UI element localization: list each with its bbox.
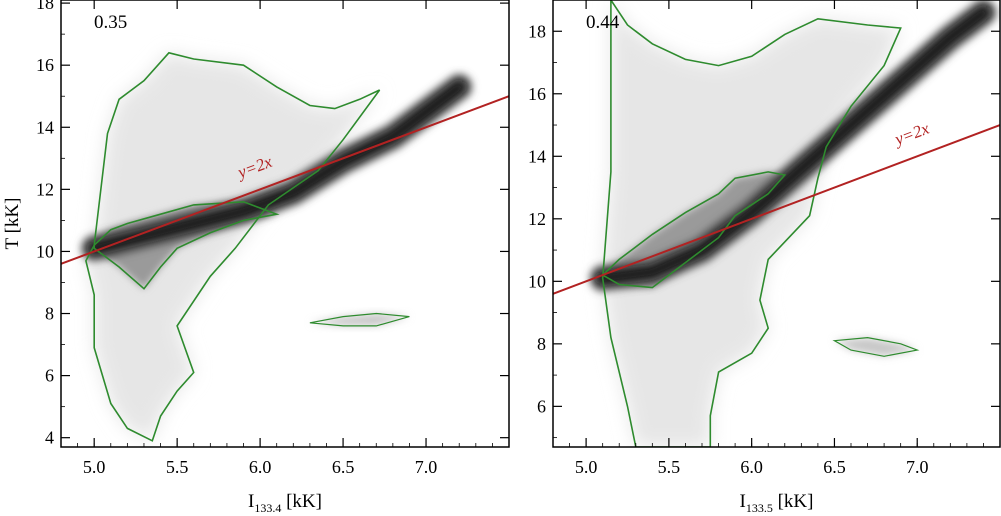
contour-outer bbox=[601, 0, 902, 447]
reference-line bbox=[553, 124, 1000, 295]
density-ridge bbox=[88, 81, 465, 254]
density-secondary bbox=[834, 337, 918, 357]
x-axis-title: I133.5 [kK] bbox=[740, 491, 814, 515]
right-panel: y=2x 5.0 5.5 6.0 6.5 7.0 6 8 10 12 14 16 18 0.44 I133.… bbox=[528, 0, 1001, 515]
contour-secondary bbox=[832, 336, 920, 357]
plot-area: y=2x bbox=[61, 51, 509, 442]
x-tick-label: 7.0 bbox=[415, 457, 438, 477]
y-tick-label: 12 bbox=[528, 209, 546, 229]
y-tick-label: 10 bbox=[528, 271, 546, 291]
x-tick-label: 6.0 bbox=[249, 457, 272, 477]
panel-label: 0.35 bbox=[94, 12, 127, 33]
plot-frame bbox=[552, 0, 1001, 448]
x-tick-label: 5.5 bbox=[658, 457, 681, 477]
y-tick-label: 14 bbox=[36, 117, 54, 137]
density-haze bbox=[85, 52, 380, 441]
left-panel: y=2x 5.0 5.5 6.0 6.5 7.0 4 6 8 10 12 14 16 18 0.35 I133… bbox=[2, 0, 510, 515]
contour-inner bbox=[93, 200, 280, 290]
y-tick-label: 8 bbox=[45, 304, 54, 324]
x-tick-label: 5.5 bbox=[166, 457, 189, 477]
y-tick-label: 4 bbox=[45, 428, 54, 448]
contour-inner bbox=[601, 171, 787, 289]
x-tick-label: 7.0 bbox=[906, 457, 929, 477]
y-axis-title: T [kK] bbox=[2, 198, 23, 250]
y-tick-label: 6 bbox=[537, 396, 546, 416]
x-tick-label: 6.5 bbox=[823, 457, 846, 477]
x-axis-title: I133.4 [kK] bbox=[248, 491, 322, 515]
contour-secondary bbox=[309, 312, 410, 327]
y-tick-label: 12 bbox=[36, 179, 54, 199]
density-secondary bbox=[309, 313, 410, 326]
y-tick-label: 8 bbox=[537, 334, 546, 354]
x-tick-label: 5.0 bbox=[575, 457, 598, 477]
plot-area: y=2x bbox=[553, 0, 1000, 447]
panel-label: 0.44 bbox=[586, 12, 620, 33]
y-tick-label: 18 bbox=[36, 0, 54, 13]
line-label: y=2x bbox=[890, 119, 932, 150]
y-tick-label: 16 bbox=[36, 55, 54, 75]
y-tick-label: 10 bbox=[36, 241, 54, 261]
plot-frame bbox=[60, 0, 510, 448]
x-tick-label: 5.0 bbox=[83, 457, 106, 477]
reference-line bbox=[61, 95, 509, 265]
y-tick-label: 14 bbox=[528, 146, 546, 166]
x-tick-label: 6.5 bbox=[332, 457, 355, 477]
y-tick-label: 6 bbox=[45, 366, 54, 386]
contour-outer bbox=[85, 51, 381, 442]
y-tick-label: 16 bbox=[528, 84, 546, 104]
x-tick-label: 6.0 bbox=[740, 457, 763, 477]
y-tick-label: 18 bbox=[528, 21, 546, 41]
density-ridge bbox=[597, 7, 989, 284]
